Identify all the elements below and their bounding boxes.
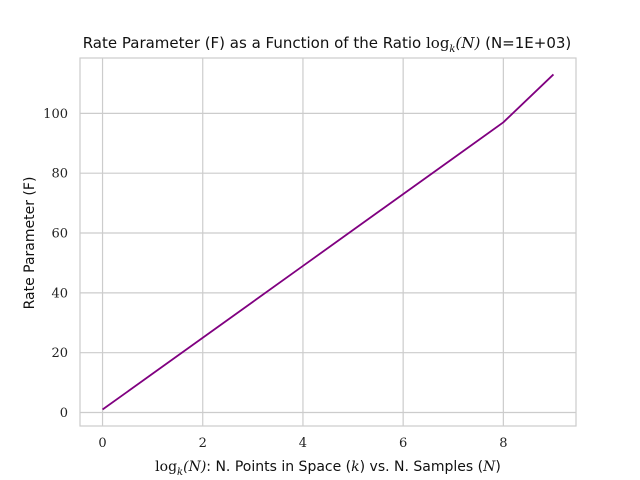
chart-title: Rate Parameter (F) as a Function of the …	[83, 34, 572, 55]
x-tick-label: 4	[299, 436, 307, 451]
x-tick-label: 6	[399, 436, 407, 451]
plot-frame	[79, 57, 577, 427]
x-tick-label: 0	[98, 436, 106, 451]
y-tick-label: 20	[51, 346, 68, 361]
x-tick-label: 8	[499, 436, 507, 451]
y-tick-label: 60	[51, 227, 68, 242]
x-axis-label: logk(N): N. Points in Space (k) vs. N. S…	[155, 459, 501, 478]
x-tick-label: 2	[199, 436, 207, 451]
y-axis-label: Rate Parameter (F)	[22, 177, 38, 310]
series-layer	[102, 73, 555, 411]
y-tick-label: 0	[60, 406, 68, 421]
y-tick-label: 80	[51, 167, 68, 182]
grid-lines	[80, 58, 576, 426]
y-tick-label: 100	[43, 107, 68, 122]
series-line	[102, 73, 555, 411]
y-tick-label: 40	[51, 286, 68, 301]
